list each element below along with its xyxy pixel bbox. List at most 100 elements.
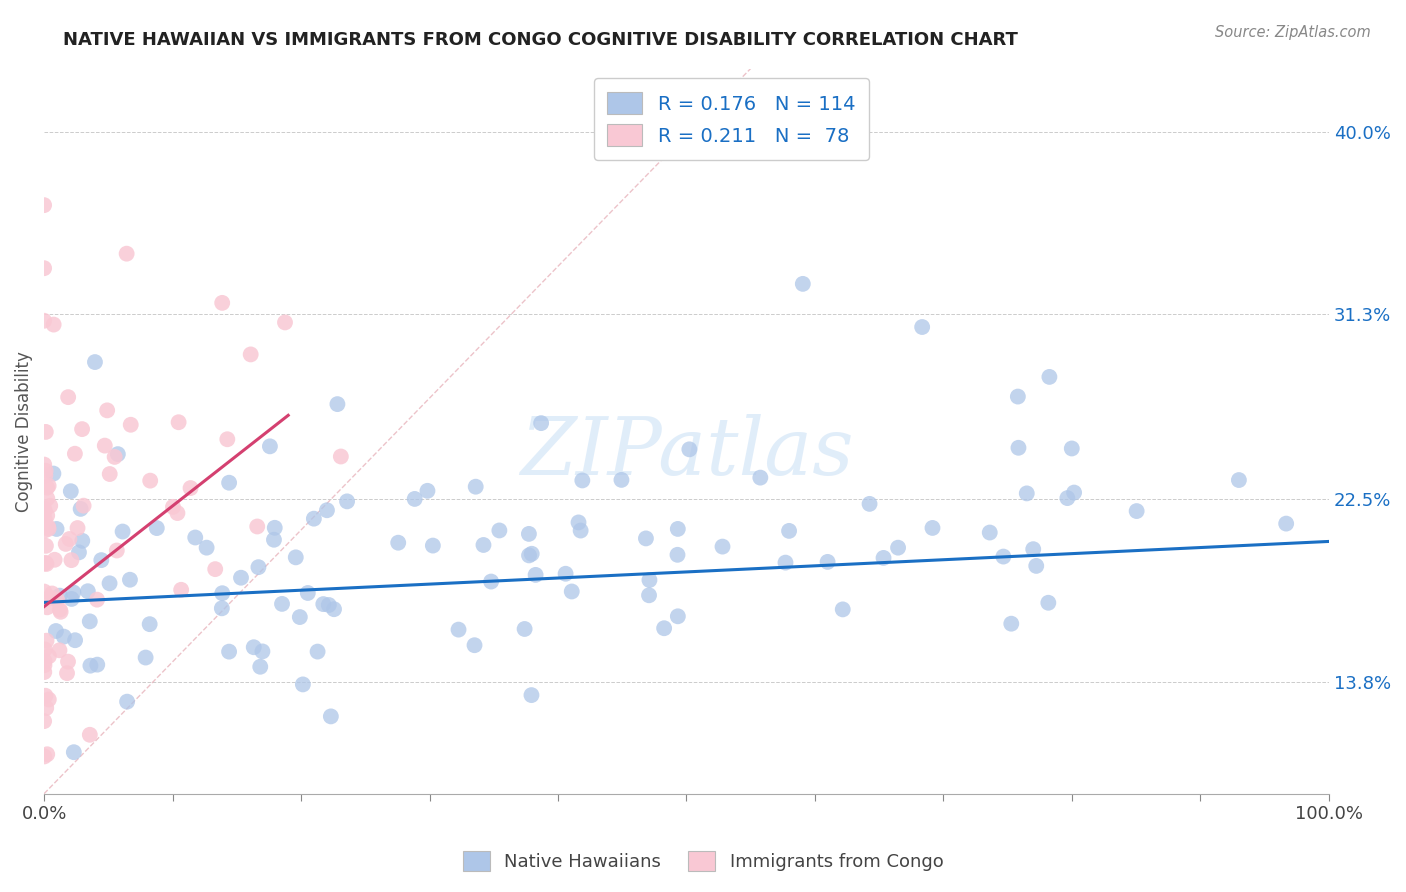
Point bbox=[79, 658, 101, 673]
Point bbox=[170, 582, 193, 597]
Point bbox=[416, 483, 439, 498]
Point bbox=[34, 468, 56, 483]
Point bbox=[63, 447, 86, 461]
Point bbox=[105, 543, 128, 558]
Point bbox=[993, 549, 1015, 564]
Point bbox=[242, 640, 264, 655]
Y-axis label: Cognitive Disability: Cognitive Disability bbox=[15, 351, 32, 511]
Point bbox=[239, 347, 262, 361]
Point bbox=[39, 499, 62, 513]
Point bbox=[37, 481, 59, 495]
Point bbox=[86, 657, 108, 672]
Point bbox=[37, 508, 59, 523]
Point bbox=[46, 593, 69, 607]
Point bbox=[652, 621, 675, 635]
Point bbox=[520, 688, 543, 702]
Point bbox=[1025, 558, 1047, 573]
Point bbox=[1063, 485, 1085, 500]
Point bbox=[63, 633, 86, 648]
Point bbox=[38, 479, 60, 493]
Point bbox=[34, 556, 56, 570]
Point bbox=[1015, 486, 1038, 500]
Point bbox=[775, 556, 797, 570]
Point bbox=[263, 521, 285, 535]
Point bbox=[139, 474, 162, 488]
Point bbox=[79, 615, 101, 629]
Point bbox=[35, 539, 58, 553]
Point bbox=[72, 499, 94, 513]
Point bbox=[66, 521, 89, 535]
Point bbox=[56, 666, 79, 681]
Point bbox=[41, 586, 63, 600]
Point bbox=[1000, 616, 1022, 631]
Point bbox=[42, 318, 65, 332]
Point bbox=[62, 585, 84, 599]
Point bbox=[1038, 596, 1060, 610]
Point bbox=[887, 541, 910, 555]
Point bbox=[463, 638, 485, 652]
Point bbox=[32, 261, 55, 276]
Point bbox=[138, 617, 160, 632]
Point bbox=[271, 597, 294, 611]
Point bbox=[517, 549, 540, 563]
Point bbox=[32, 198, 55, 212]
Point bbox=[180, 481, 202, 495]
Point bbox=[48, 643, 70, 657]
Point bbox=[911, 320, 934, 334]
Point bbox=[252, 644, 274, 658]
Text: ZIPatlas: ZIPatlas bbox=[520, 414, 853, 491]
Point bbox=[115, 246, 138, 260]
Point bbox=[34, 654, 56, 668]
Point bbox=[70, 422, 93, 436]
Point bbox=[184, 531, 207, 545]
Point bbox=[98, 576, 121, 591]
Point bbox=[84, 355, 107, 369]
Point bbox=[858, 497, 880, 511]
Point bbox=[638, 588, 661, 602]
Point bbox=[302, 511, 325, 525]
Point bbox=[94, 439, 117, 453]
Legend: R = 0.176   N = 114, R = 0.211   N =  78: R = 0.176 N = 114, R = 0.211 N = 78 bbox=[593, 78, 869, 160]
Point bbox=[217, 432, 239, 446]
Point bbox=[118, 573, 141, 587]
Point bbox=[35, 633, 58, 648]
Point bbox=[319, 709, 342, 723]
Point bbox=[247, 560, 270, 574]
Point bbox=[34, 502, 56, 516]
Point bbox=[195, 541, 218, 555]
Point bbox=[872, 550, 894, 565]
Point bbox=[115, 695, 138, 709]
Point bbox=[111, 524, 134, 539]
Point bbox=[37, 600, 59, 615]
Point bbox=[323, 602, 346, 616]
Point bbox=[638, 573, 661, 587]
Point bbox=[312, 597, 335, 611]
Point bbox=[488, 524, 510, 538]
Point bbox=[288, 610, 311, 624]
Point bbox=[464, 480, 486, 494]
Point bbox=[524, 567, 547, 582]
Point bbox=[666, 609, 689, 624]
Point bbox=[32, 714, 55, 728]
Point bbox=[517, 527, 540, 541]
Point bbox=[59, 484, 82, 499]
Point bbox=[404, 491, 426, 506]
Point bbox=[32, 557, 55, 571]
Point bbox=[120, 417, 142, 432]
Point bbox=[32, 665, 55, 679]
Point bbox=[38, 692, 60, 706]
Point bbox=[554, 566, 576, 581]
Point bbox=[1007, 390, 1029, 404]
Point bbox=[72, 533, 94, 548]
Point bbox=[32, 314, 55, 328]
Point bbox=[211, 601, 233, 615]
Point bbox=[48, 589, 70, 603]
Text: Source: ZipAtlas.com: Source: ZipAtlas.com bbox=[1215, 25, 1371, 40]
Point bbox=[166, 506, 188, 520]
Point bbox=[96, 403, 118, 417]
Point bbox=[666, 548, 689, 562]
Point bbox=[831, 602, 853, 616]
Point bbox=[204, 562, 226, 576]
Point bbox=[90, 553, 112, 567]
Point bbox=[326, 397, 349, 411]
